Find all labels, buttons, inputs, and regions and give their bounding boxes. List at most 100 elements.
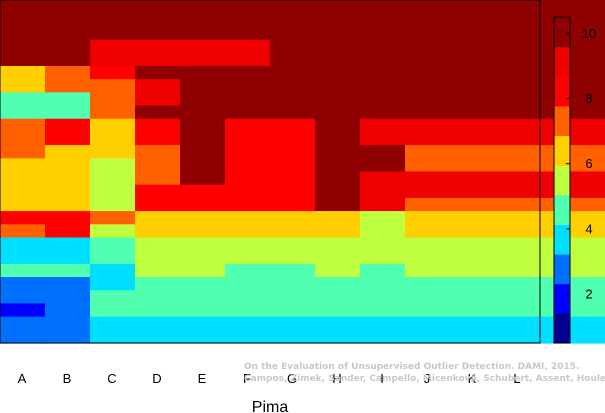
heatmap-cell <box>585 79 605 93</box>
x-tick-label: E <box>198 371 207 386</box>
heatmap-cell <box>585 197 605 212</box>
heatmap-cell <box>360 118 406 133</box>
heatmap-cell <box>315 211 361 225</box>
heatmap-cell <box>270 237 316 252</box>
x-tick-label: K <box>468 371 477 386</box>
heatmap-cell <box>90 118 136 133</box>
heatmap-cells <box>0 0 605 344</box>
heatmap-cell <box>270 303 316 318</box>
x-tick-label: B <box>63 371 72 386</box>
heatmap-cell <box>315 237 361 252</box>
heatmap-cell <box>450 224 496 239</box>
heatmap-cell <box>45 118 91 133</box>
heatmap-cell <box>45 237 91 252</box>
heatmap-cell <box>270 277 316 291</box>
heatmap-cell <box>90 237 136 252</box>
heatmap-cell <box>360 263 406 278</box>
heatmap-cell <box>360 224 406 239</box>
heatmap-cell <box>90 26 136 41</box>
heatmap-cell <box>405 237 451 252</box>
heatmap-cell <box>450 105 496 120</box>
heatmap-cell <box>90 197 136 212</box>
heatmap-cell <box>315 52 361 67</box>
heatmap-cell <box>585 316 605 331</box>
heatmap-cell <box>495 39 541 54</box>
heatmap-cell <box>360 13 406 27</box>
heatmap-cell <box>495 105 541 120</box>
heatmap-cell <box>45 158 91 173</box>
heatmap-cell <box>0 290 46 305</box>
heatmap-cell <box>225 290 271 305</box>
heatmap-cell <box>225 316 271 331</box>
heatmap-cell <box>135 52 181 67</box>
heatmap-cell <box>135 184 181 199</box>
heatmap-cell <box>270 224 316 239</box>
heatmap-cell <box>180 211 226 225</box>
colorbar-swatch <box>554 135 570 166</box>
heatmap-cell <box>270 329 316 344</box>
heatmap-cell <box>315 92 361 107</box>
heatmap-cell <box>225 79 271 93</box>
heatmap-cell <box>135 131 181 146</box>
heatmap-cell <box>45 145 91 159</box>
heatmap-cell <box>270 0 316 14</box>
heatmap-cell <box>585 303 605 318</box>
heatmap-cell <box>315 277 361 291</box>
heatmap-cell <box>360 145 406 159</box>
heatmap-cell <box>45 26 91 41</box>
heatmap-cell <box>585 118 605 133</box>
heatmap-cell <box>360 277 406 291</box>
heatmap-cell <box>450 118 496 133</box>
heatmap-cell <box>180 184 226 199</box>
colorbar-swatch <box>554 224 570 255</box>
heatmap-cell <box>0 105 46 120</box>
heatmap-cell <box>45 250 91 265</box>
heatmap-cell <box>495 184 541 199</box>
heatmap-cell <box>495 237 541 252</box>
heatmap-cell <box>90 145 136 159</box>
heatmap-cell <box>270 118 316 133</box>
heatmap-cell <box>315 131 361 146</box>
heatmap-cell <box>270 316 316 331</box>
heatmap-cell <box>315 39 361 54</box>
heatmap-cell <box>360 158 406 173</box>
heatmap-cell <box>0 65 46 80</box>
heatmap-cell <box>180 0 226 14</box>
heatmap-cell <box>495 118 541 133</box>
heatmap-cell <box>450 65 496 80</box>
heatmap-cell <box>180 52 226 67</box>
heatmap-cell <box>495 79 541 93</box>
heatmap-cell <box>450 277 496 291</box>
heatmap-cell <box>405 105 451 120</box>
heatmap-cell <box>225 118 271 133</box>
heatmap-cell <box>495 26 541 41</box>
heatmap-cell <box>450 316 496 331</box>
heatmap-cell <box>135 13 181 27</box>
colorbar-tick-label: 8 <box>585 91 592 106</box>
heatmap-cell <box>45 197 91 212</box>
heatmap-cell <box>135 277 181 291</box>
heatmap-cell <box>135 211 181 225</box>
heatmap-cell <box>135 0 181 14</box>
heatmap-cell <box>360 92 406 107</box>
heatmap-cell <box>225 131 271 146</box>
heatmap-cell <box>585 105 605 120</box>
x-tick-label: C <box>107 371 116 386</box>
heatmap-cell <box>180 92 226 107</box>
heatmap-cell <box>450 237 496 252</box>
heatmap-cell <box>585 211 605 225</box>
heatmap-cell <box>405 92 451 107</box>
heatmap-cell <box>90 277 136 291</box>
heatmap-cell <box>315 0 361 14</box>
heatmap-cell <box>180 105 226 120</box>
heatmap-cell <box>585 263 605 278</box>
heatmap-cell <box>225 237 271 252</box>
heatmap-cell <box>225 0 271 14</box>
heatmap-cell <box>450 131 496 146</box>
heatmap-cell <box>0 211 46 225</box>
heatmap-cell <box>450 145 496 159</box>
heatmap-cell <box>225 277 271 291</box>
heatmap-cell <box>90 52 136 67</box>
heatmap-cell <box>225 26 271 41</box>
heatmap-cell <box>0 277 46 291</box>
